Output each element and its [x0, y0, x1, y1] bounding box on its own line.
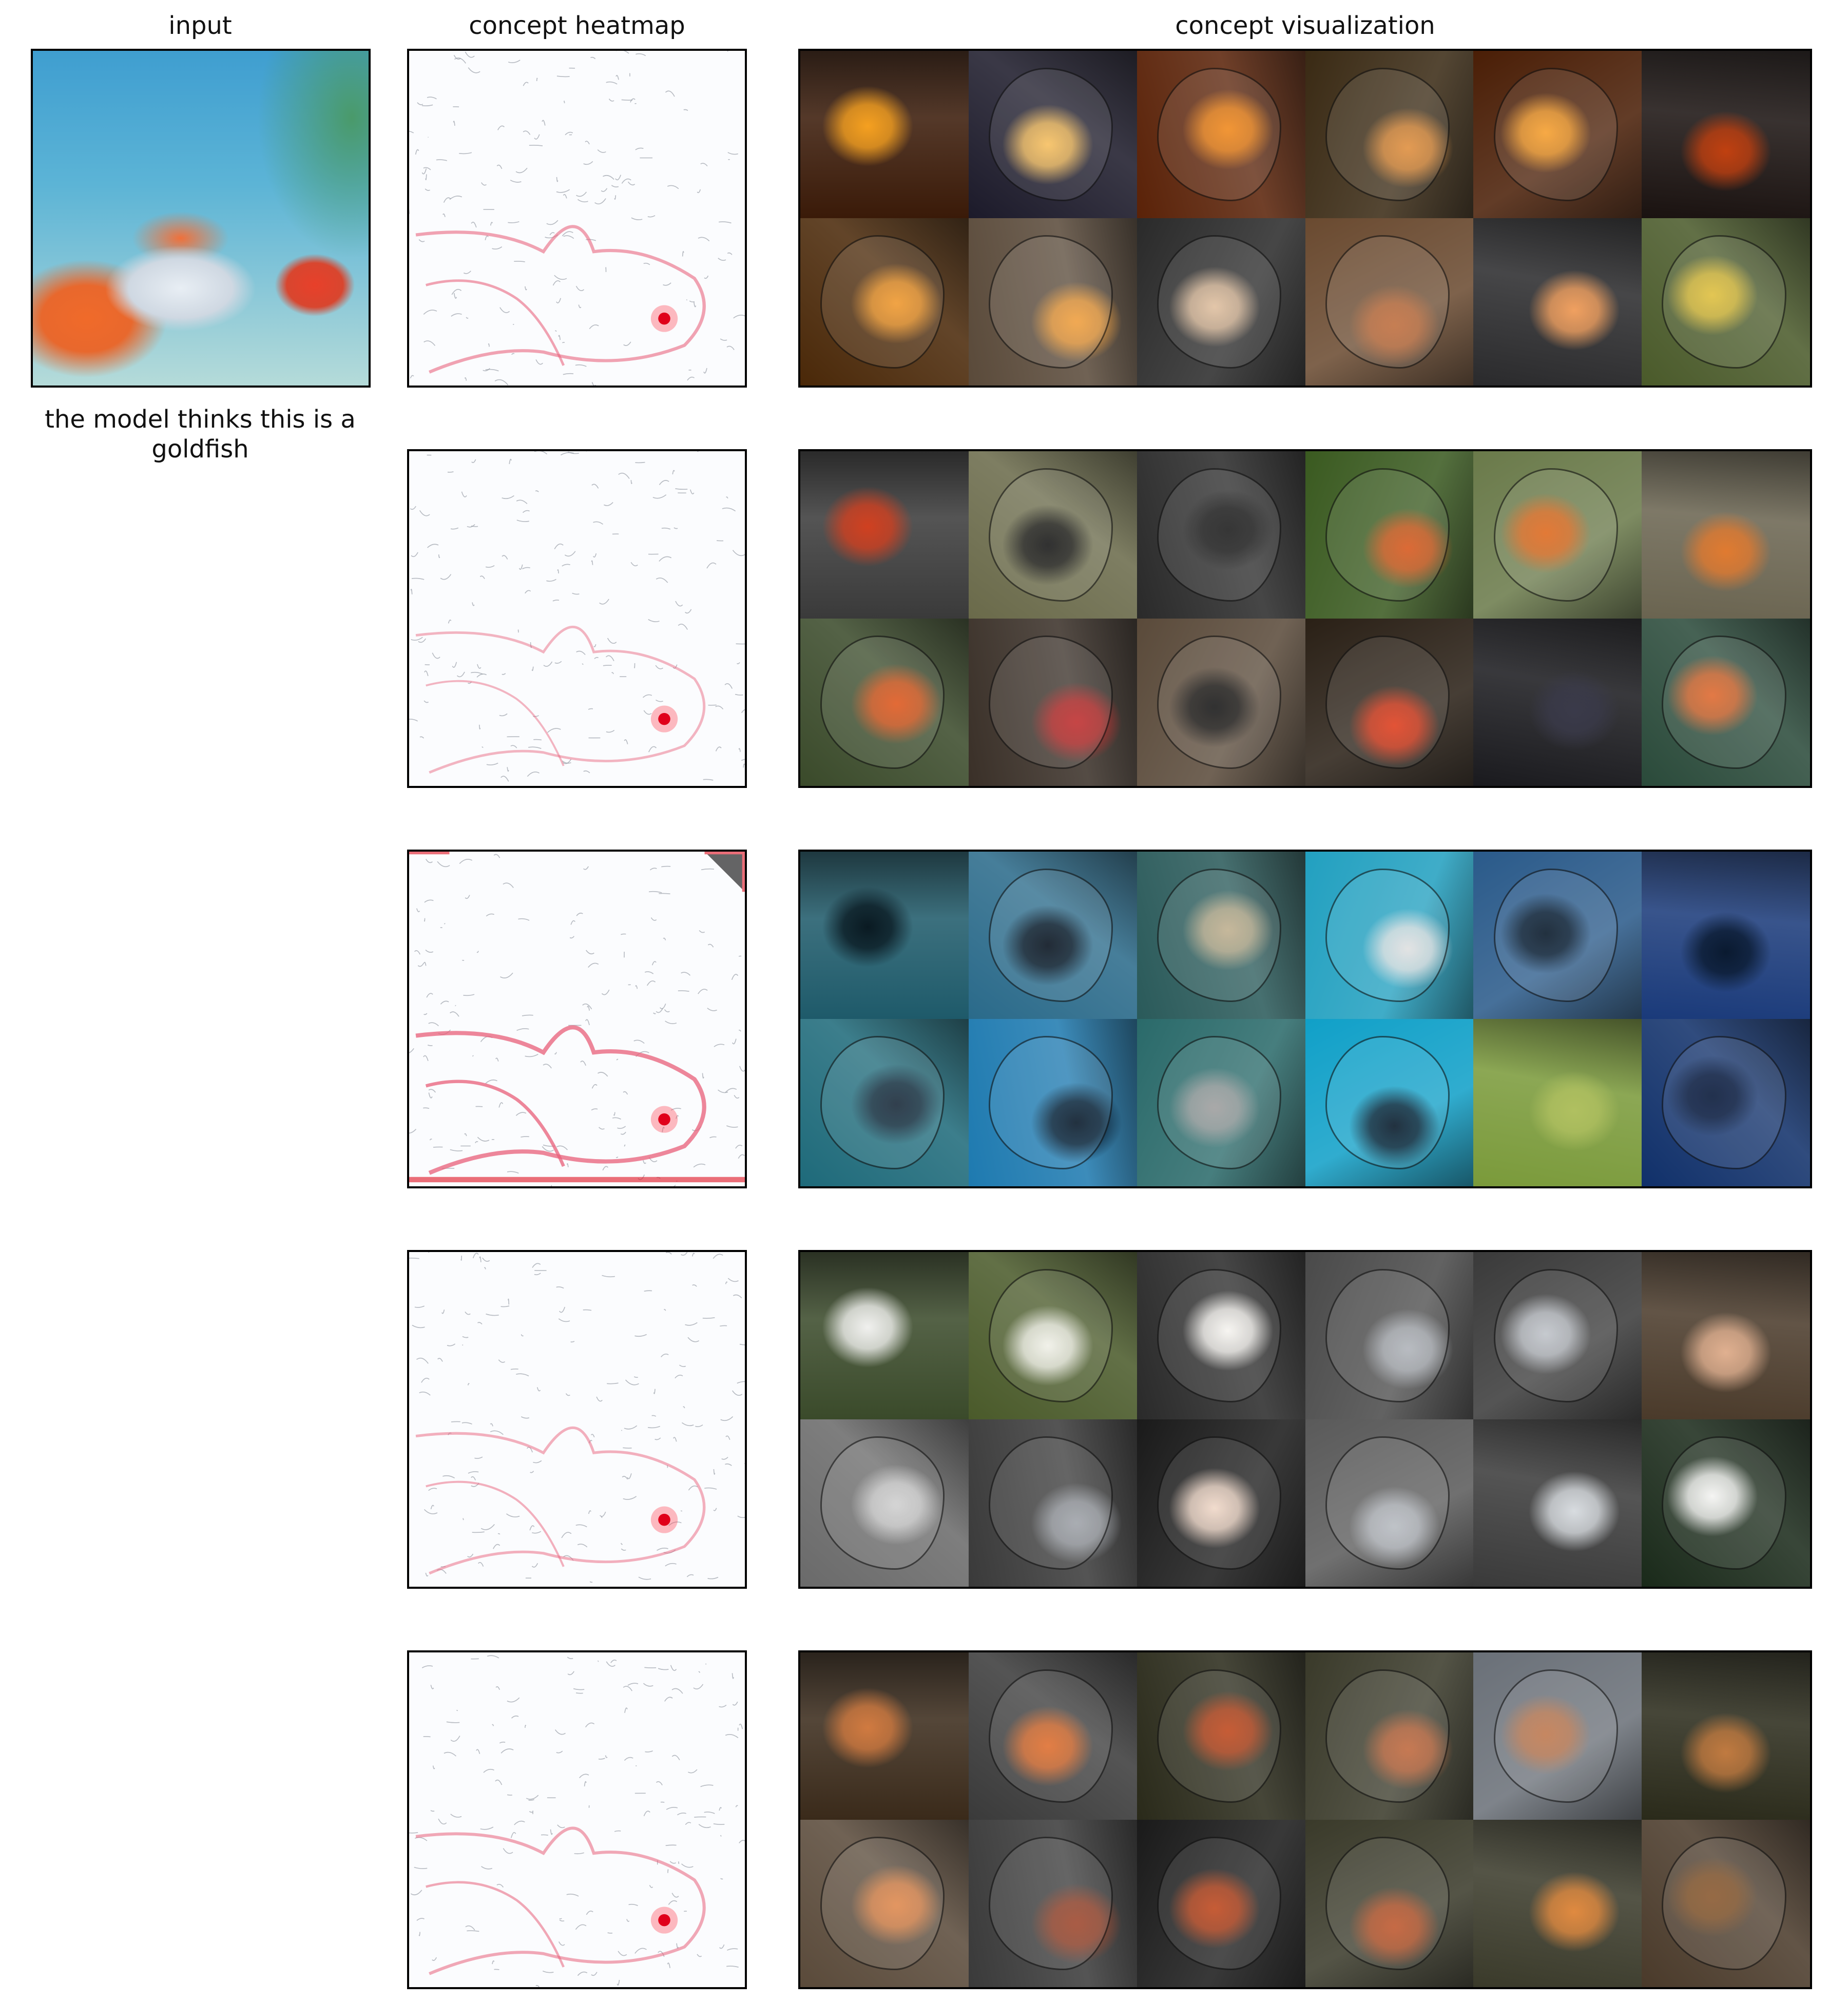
concept-example-image [1473, 1820, 1642, 1987]
concept-example-image [1305, 1419, 1474, 1587]
concept-example-image [1305, 1652, 1474, 1820]
prediction-caption: the model thinks this is a goldfish [45, 405, 356, 464]
concept-example-image [1137, 1252, 1305, 1419]
concept-example-image [800, 451, 969, 619]
concept-heatmap [407, 1250, 747, 1589]
concept-example-image [1305, 852, 1474, 1019]
concept-example-image [1642, 619, 1810, 786]
header-input: input [168, 11, 232, 40]
concept-example-image [1473, 451, 1642, 619]
concept-heatmap [407, 1650, 747, 1989]
concept-example-image [968, 1252, 1137, 1419]
concept-example-image [800, 1652, 969, 1820]
concept-visualization-grid [798, 49, 1812, 388]
concept-example-image [1305, 1252, 1474, 1419]
concept-example-image [968, 1820, 1137, 1987]
concept-example-image [1642, 218, 1810, 386]
concept-example-image [968, 1019, 1137, 1186]
concept-example-image [800, 1252, 969, 1419]
input-image [31, 49, 371, 388]
concept-example-image [1137, 852, 1305, 1019]
concept-example-image [968, 1419, 1137, 1587]
concept-example-image [1137, 218, 1305, 386]
concept-example-image [968, 451, 1137, 619]
concept-example-image [1137, 451, 1305, 619]
concept-example-image [1305, 451, 1474, 619]
concept-example-image [1305, 218, 1474, 386]
concept-example-image [1305, 51, 1474, 218]
concept-example-image [800, 1820, 969, 1987]
concept-example-image [1642, 852, 1810, 1019]
concept-heatmap [407, 850, 747, 1188]
concept-example-image [1137, 619, 1305, 786]
concept-example-image [1642, 1419, 1810, 1587]
concept-example-image [800, 1419, 969, 1587]
concept-visualization-grid [798, 1250, 1812, 1589]
concept-example-image [1642, 51, 1810, 218]
concept-example-image [1473, 1019, 1642, 1186]
concept-example-image [1305, 1820, 1474, 1987]
concept-heatmap [407, 49, 747, 388]
concept-example-image [800, 1019, 969, 1186]
concept-example-image [800, 852, 969, 1019]
concept-visualization-grid [798, 1650, 1812, 1989]
concept-example-image [1473, 1252, 1642, 1419]
concept-example-image [1305, 1019, 1474, 1186]
concept-example-image [800, 218, 969, 386]
concept-example-image [1642, 1652, 1810, 1820]
concept-example-image [968, 852, 1137, 1019]
concept-example-image [1473, 852, 1642, 1019]
header-concept-heatmap: concept heatmap [469, 11, 685, 40]
concept-example-image [1305, 619, 1474, 786]
concept-example-image [1137, 1019, 1305, 1186]
concept-visualization-grid [798, 850, 1812, 1188]
concept-example-image [1642, 1820, 1810, 1987]
concept-example-image [968, 619, 1137, 786]
concept-heatmap [407, 449, 747, 788]
concept-example-image [1137, 51, 1305, 218]
concept-visualization-grid [798, 449, 1812, 788]
concept-example-image [1642, 1252, 1810, 1419]
concept-example-image [1473, 218, 1642, 386]
header-concept-visualization: concept visualization [1175, 11, 1435, 40]
concept-example-image [968, 1652, 1137, 1820]
concept-example-image [968, 218, 1137, 386]
concept-example-image [1642, 451, 1810, 619]
concept-example-image [1473, 619, 1642, 786]
concept-example-image [800, 619, 969, 786]
concept-example-image [800, 51, 969, 218]
concept-example-image [1642, 1019, 1810, 1186]
concept-example-image [1473, 51, 1642, 218]
concept-example-image [1473, 1419, 1642, 1587]
concept-example-image [968, 51, 1137, 218]
concept-example-image [1137, 1419, 1305, 1587]
concept-example-image [1473, 1652, 1642, 1820]
concept-example-image [1137, 1820, 1305, 1987]
concept-example-image [1137, 1652, 1305, 1820]
